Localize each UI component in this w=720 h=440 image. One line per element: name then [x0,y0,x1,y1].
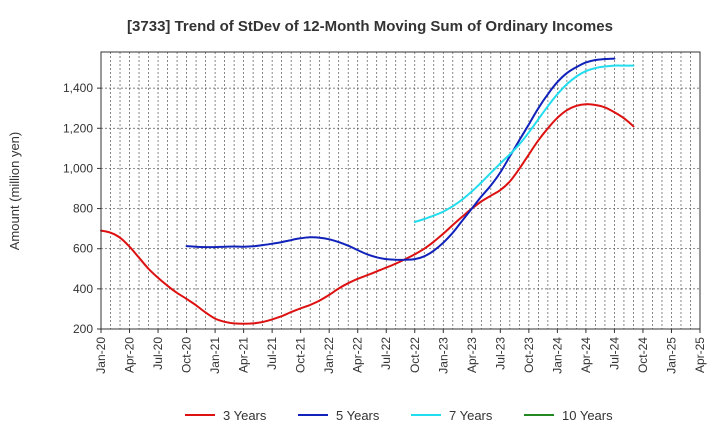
x-tick-label: Jan-25 [664,337,678,374]
x-tick-label: Oct-23 [522,337,536,373]
y-tick-label: 600 [73,242,93,256]
x-tick-label: Jul-23 [493,337,507,370]
x-tick-label: Jan-21 [208,337,222,374]
x-tick-label: Jan-23 [436,337,450,374]
chart-title: [3733] Trend of StDev of 12-Month Moving… [127,18,613,35]
legend-label-5-years: 5 Years [336,408,380,423]
plot-frame [100,51,701,330]
grid-layer [101,52,700,330]
legend-label-10-years: 10 Years [562,408,613,423]
x-tick-label: Jul-20 [151,337,165,370]
x-tick-label: Jan-22 [322,337,336,374]
x-tick-label: Oct-22 [408,337,422,373]
series-line-7-years [413,64,635,223]
y-tick-label: 800 [73,202,93,216]
x-tick-label: Jan-20 [94,337,108,374]
series-line-3-years [100,103,635,325]
x-tick-label: Apr-23 [465,337,479,373]
y-tick-label: 200 [73,322,93,336]
x-tick-label: Jul-22 [379,337,393,370]
legend: 3 Years 5 Years 7 Years 10 Years [185,408,613,423]
x-tick-label: Jul-21 [265,337,279,370]
series-line-5-years [185,57,616,261]
legend-label-7-years: 7 Years [449,408,493,423]
x-tick-label: Apr-20 [123,337,137,373]
x-tick-label: Jan-24 [550,337,564,374]
x-tick-label: Oct-21 [294,337,308,373]
x-axis-ticks: Jan-20 Apr-20 Jul-20 Oct-20 Jan-21 Apr-21 Jul-… [94,329,707,374]
y-tick-label: 1,400 [63,81,93,95]
legend-label-3-years: 3 Years [223,408,267,423]
y-tick-label: 400 [73,282,93,296]
x-tick-label: Jul-24 [607,337,621,370]
x-tick-label: Apr-24 [579,337,593,373]
y-axis-label: Amount (million yen) [7,132,22,251]
x-tick-label: Apr-21 [237,337,251,373]
y-tick-label: 1,200 [63,121,93,135]
y-tick-label: 1,000 [63,161,93,175]
series-layer [100,57,635,325]
x-tick-label: Apr-22 [351,337,365,373]
x-tick-label: Apr-25 [693,337,707,373]
x-tick-label: Oct-24 [636,337,650,373]
y-axis-ticks: 200 400 600 800 1,000 1,200 1,400 [63,81,101,336]
x-tick-label: Oct-20 [180,337,194,373]
